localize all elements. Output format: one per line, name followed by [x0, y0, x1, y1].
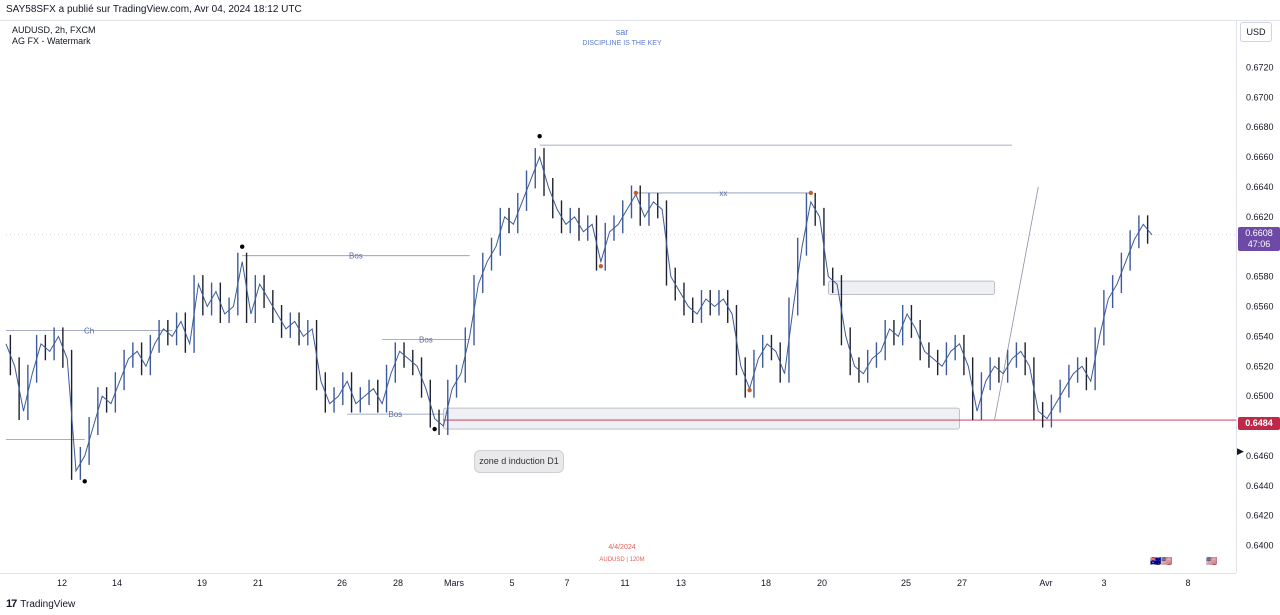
publisher-bar: SAY58SFX a publié sur TradingView.com, A…	[0, 0, 1280, 21]
structure-label-1: Bos	[349, 252, 363, 261]
swing-point-2	[432, 426, 437, 432]
scroll-right-icon[interactable]: ▶	[1237, 446, 1244, 456]
time-tick-1: 14	[112, 578, 122, 588]
swing-point-4	[598, 263, 604, 269]
price-tick-4: 0.6640	[1246, 182, 1274, 192]
time-tick-11: 18	[761, 578, 771, 588]
price-series-line	[5, 155, 1153, 473]
flag-icon: 🇺🇸	[1206, 556, 1218, 566]
swing-point-0	[82, 479, 87, 484]
time-axis[interactable]	[0, 573, 1236, 594]
zone-label: zone d induction D1	[474, 450, 564, 473]
swing-point-3	[537, 133, 542, 139]
price-axis[interactable]	[1236, 20, 1280, 573]
time-tick-17: 8	[1185, 578, 1190, 588]
time-tick-2: 19	[197, 578, 207, 588]
price-tick-10: 0.6520	[1246, 361, 1274, 371]
time-tick-9: 11	[620, 578, 629, 588]
time-tick-10: 13	[676, 578, 686, 588]
price-tick-13: 0.6460	[1246, 451, 1274, 461]
symbol-legend: AUDUSD, 2h, FXCM AG FX - Watermark	[12, 25, 96, 47]
price-tick-3: 0.6660	[1246, 152, 1274, 162]
time-tick-8: 7	[564, 578, 569, 588]
price-tick-15: 0.6420	[1246, 511, 1274, 521]
tradingview-logo-icon: 17	[6, 598, 17, 610]
flag-icons: 🇦🇺🇺🇸	[1150, 556, 1173, 566]
price-tick-2: 0.6680	[1246, 122, 1274, 132]
swing-point-6	[808, 190, 814, 196]
current-price-value: 0.6608	[1245, 228, 1273, 238]
price-tick-8: 0.6560	[1246, 302, 1274, 312]
structure-label-4: xx	[719, 189, 727, 198]
publisher-text: SAY58SFX a publié sur TradingView.com, A…	[6, 4, 302, 15]
symbol-line[interactable]: AUDUSD, 2h, FXCM	[12, 25, 96, 35]
price-tick-16: 0.6400	[1246, 541, 1274, 551]
zone-0	[443, 407, 960, 430]
time-tick-16: 3	[1101, 578, 1106, 588]
time-tick-7: 5	[509, 578, 514, 588]
swing-point-7	[747, 387, 752, 393]
swing-point-1	[239, 244, 245, 249]
watermark-name: sar	[615, 27, 629, 37]
price-tick-7: 0.6580	[1246, 272, 1274, 282]
structure-label-3: Bos	[388, 410, 402, 419]
time-tick-12: 20	[817, 578, 827, 588]
time-tick-13: 25	[901, 578, 911, 588]
price-tick-1: 0.6700	[1246, 92, 1274, 102]
currency-button[interactable]: USD	[1240, 22, 1272, 42]
current-price-tag: 0.6608 47:06	[1238, 227, 1280, 251]
price-tick-5: 0.6620	[1246, 212, 1274, 222]
price-tick-0: 0.6720	[1246, 62, 1274, 72]
watermark-date: 4/4/2024	[608, 544, 636, 551]
current-price-countdown: 47:06	[1247, 239, 1271, 249]
time-tick-14: 27	[957, 578, 967, 588]
projection-line	[994, 186, 1039, 421]
time-tick-6: Mars	[444, 578, 464, 588]
swing-point-5	[633, 190, 639, 196]
time-tick-15: Avr	[1039, 578, 1052, 588]
structure-label-2: Bos	[419, 335, 433, 344]
key-level-tag: 0.6484	[1238, 417, 1280, 430]
watermark-motto: DISCIPLINE IS THE KEY	[582, 40, 662, 47]
time-tick-3: 21	[253, 578, 263, 588]
footer-brand[interactable]: TradingView	[20, 598, 76, 610]
footer: 17 TradingView	[6, 598, 75, 610]
price-tick-14: 0.6440	[1246, 481, 1274, 491]
time-tick-4: 26	[337, 578, 347, 588]
time-tick-0: 12	[57, 578, 67, 588]
time-tick-5: 28	[393, 578, 403, 588]
structure-label-0: Ch	[84, 326, 94, 335]
price-tick-9: 0.6540	[1246, 331, 1274, 341]
watermark-pair: AUDUSD | 120M	[599, 557, 645, 563]
zone-1	[828, 280, 995, 295]
indicator-line[interactable]: AG FX - Watermark	[12, 36, 91, 46]
price-tick-11: 0.6500	[1246, 391, 1274, 401]
